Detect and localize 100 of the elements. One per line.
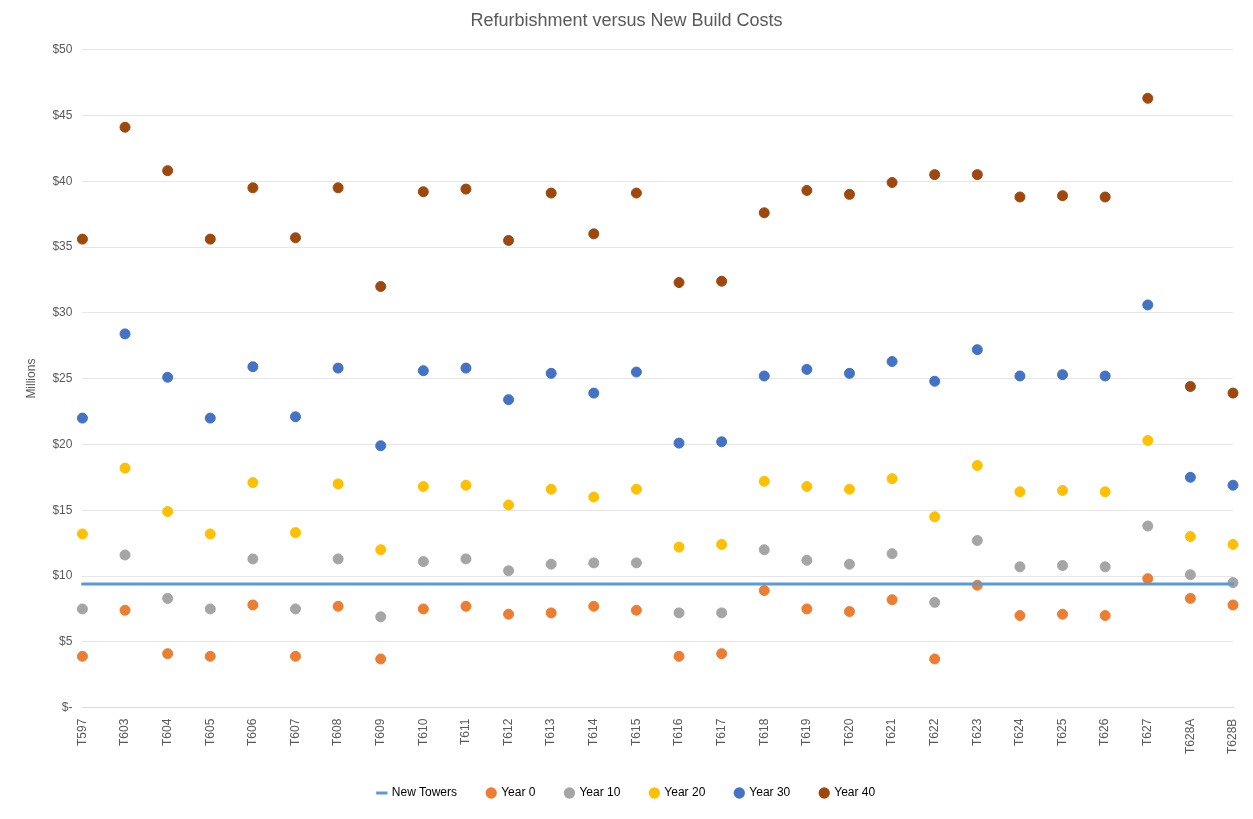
point: [1014, 610, 1026, 622]
legend-label: Year 0: [501, 785, 536, 800]
point: [119, 328, 131, 340]
point: [1227, 479, 1239, 491]
point: [247, 361, 259, 373]
point: [545, 483, 557, 495]
point: [1227, 599, 1239, 611]
point: [758, 544, 770, 556]
point: [1099, 610, 1111, 622]
point: [673, 541, 685, 553]
point: [375, 611, 387, 623]
point: [247, 477, 259, 489]
point: [588, 228, 600, 240]
legend-label: Year 20: [664, 785, 706, 800]
point: [843, 483, 855, 495]
point: [1227, 387, 1239, 399]
point: [247, 599, 259, 611]
point: [716, 648, 728, 660]
legend-label: Year 30: [749, 785, 791, 800]
legend-label: New Towers: [391, 785, 457, 800]
y-tick-label: $15: [52, 502, 73, 517]
point: [1057, 484, 1069, 496]
x-tick-label: T616: [671, 718, 686, 746]
point: [1099, 486, 1111, 498]
x-tick-label: T628B: [1225, 718, 1240, 754]
x-tick-label: T623: [969, 718, 984, 746]
point: [758, 207, 770, 219]
point: [417, 556, 429, 568]
point: [673, 607, 685, 619]
point: [503, 499, 515, 511]
point: [843, 188, 855, 200]
point: [375, 653, 387, 665]
point: [247, 553, 259, 565]
point: [588, 491, 600, 503]
point: [630, 187, 642, 199]
point: [1142, 520, 1154, 532]
point: [119, 604, 131, 616]
point: [929, 375, 941, 387]
point: [758, 585, 770, 597]
point: [630, 483, 642, 495]
point: [1014, 486, 1026, 498]
point: [801, 554, 813, 566]
point: [162, 592, 174, 604]
y-tick-label: $20: [52, 436, 73, 451]
x-tick-label: T605: [202, 718, 217, 746]
point: [1184, 569, 1196, 581]
point: [1057, 369, 1069, 381]
point: [1057, 608, 1069, 620]
point: [162, 506, 174, 518]
point: [886, 548, 898, 560]
x-tick-label: T624: [1012, 718, 1027, 746]
point: [843, 367, 855, 379]
point: [460, 600, 472, 612]
x-tick-label: T604: [159, 718, 174, 746]
point: [204, 412, 216, 424]
point: [801, 363, 813, 375]
point: [503, 234, 515, 246]
point: [76, 528, 88, 540]
y-tick-label: $35: [52, 239, 73, 254]
x-tick-label: T607: [287, 718, 302, 746]
y-tick-label: $10: [52, 568, 73, 583]
point: [929, 511, 941, 523]
point: [545, 187, 557, 199]
chart-title: Refurbishment versus New Build Costs: [470, 9, 783, 30]
point: [929, 653, 941, 665]
point: [1184, 471, 1196, 483]
point: [1142, 299, 1154, 311]
y-tick-label: $30: [52, 305, 73, 320]
point: [289, 411, 301, 423]
point: [289, 603, 301, 615]
y-axis-title: Millions: [23, 358, 38, 399]
point: [1142, 92, 1154, 104]
x-tick-label: T627: [1140, 718, 1155, 746]
point: [289, 650, 301, 662]
x-tick-label: T603: [117, 718, 132, 746]
x-tick-label: T619: [799, 718, 814, 746]
x-tick-label: T612: [500, 718, 515, 746]
point: [1142, 434, 1154, 446]
point: [1184, 531, 1196, 543]
point: [843, 606, 855, 618]
point: [375, 440, 387, 452]
point: [375, 544, 387, 556]
point: [289, 527, 301, 539]
y-tick-label: $25: [52, 370, 73, 385]
point: [971, 344, 983, 356]
point: [204, 233, 216, 245]
x-tick-label: T608: [330, 718, 345, 746]
x-tick-label: T620: [841, 718, 856, 746]
x-tick-label: T606: [245, 718, 260, 746]
x-tick-label: T625: [1054, 718, 1069, 746]
point: [162, 165, 174, 177]
x-tick-label: T611: [458, 718, 473, 746]
point: [588, 557, 600, 569]
x-tick-label: T609: [373, 718, 388, 746]
point: [460, 362, 472, 374]
point: [204, 650, 216, 662]
point: [929, 169, 941, 181]
point: [162, 648, 174, 660]
point: [332, 182, 344, 194]
point: [119, 549, 131, 561]
